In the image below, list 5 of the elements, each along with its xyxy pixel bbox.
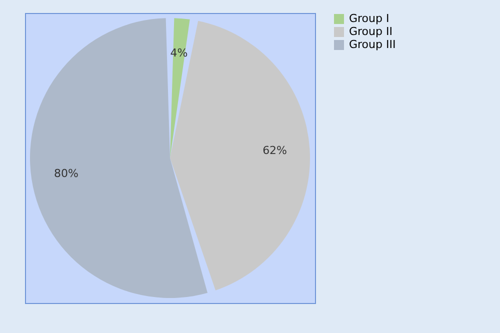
data-label: 80% xyxy=(54,166,78,180)
legend-label: Group I xyxy=(349,12,390,25)
legend-label: Group II xyxy=(349,25,392,38)
legend-label: Group III xyxy=(349,38,396,51)
data-label: 62% xyxy=(262,144,288,158)
